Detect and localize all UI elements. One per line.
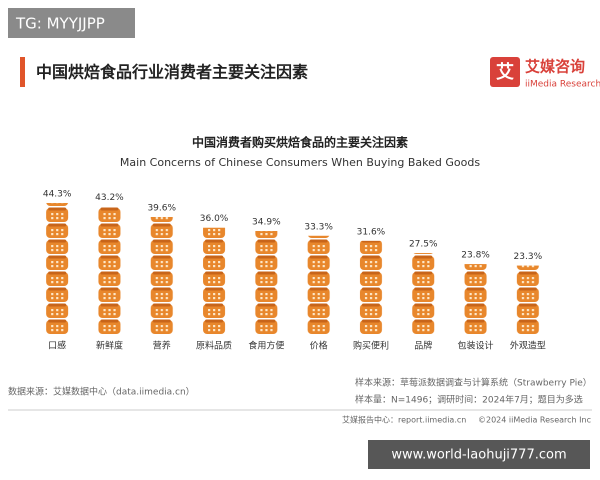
value-label: 34.9% xyxy=(252,217,281,227)
copyright: ©2024 iiMedia Research Inc xyxy=(478,416,591,425)
watermark-bottom-box xyxy=(368,440,590,469)
logo-mark: 艾 xyxy=(496,61,514,83)
category-label: 口感 xyxy=(48,340,66,352)
title-accent xyxy=(20,57,25,87)
logo-name: 艾媒咨询 xyxy=(525,58,585,76)
report-center: 艾媒报告中心：report.iimedia.cn xyxy=(342,415,466,425)
category-label: 包装设计 xyxy=(458,340,494,352)
bar xyxy=(515,265,540,335)
sample-size: 样本量：N=1496；调研时间：2024年7月；题目为多选 xyxy=(355,394,583,406)
value-label: 27.5% xyxy=(409,240,438,250)
watermark-top: TG: MYYJJPP xyxy=(15,15,105,33)
plot: 44.3% 口感 43.2% 新鲜度 39.6% 营养 36.0% 原料品质 34.9% 食用方便… xyxy=(43,189,546,351)
bar xyxy=(358,240,383,335)
bar xyxy=(254,230,279,335)
bar xyxy=(202,227,227,335)
value-label: 31.6% xyxy=(357,227,386,237)
chart-title: 中国消费者购买烘焙食品的主要关注因素 xyxy=(192,135,408,150)
category-label: 新鲜度 xyxy=(96,340,123,352)
value-label: 33.3% xyxy=(304,222,333,232)
logo-sub: iiMedia Research xyxy=(525,80,600,90)
sample-source: 样本来源：草莓派数据调查与计算系统（Strawberry Pie） xyxy=(355,377,592,389)
value-label: 43.2% xyxy=(95,193,124,203)
value-label: 23.8% xyxy=(461,251,490,261)
bar xyxy=(306,235,331,335)
bar xyxy=(463,264,488,335)
bar xyxy=(411,253,436,335)
bar xyxy=(149,216,174,335)
page-title: 中国烘焙食品行业消费者主要关注因素 xyxy=(36,63,308,82)
category-label: 营养 xyxy=(153,340,171,352)
bar xyxy=(45,202,70,335)
value-label: 23.3% xyxy=(514,252,543,262)
value-label: 36.0% xyxy=(200,214,229,224)
value-label: 39.6% xyxy=(147,203,176,213)
chart-subtitle: Main Concerns of Chinese Consumers When … xyxy=(120,156,480,169)
bar xyxy=(97,206,122,335)
category-label: 原料品质 xyxy=(196,340,232,352)
category-label: 价格 xyxy=(310,340,328,352)
logo-box xyxy=(490,57,520,87)
category-label: 外观造型 xyxy=(510,340,546,352)
watermark-bottom: www.world-laohuji777.com xyxy=(391,448,566,463)
category-label: 品牌 xyxy=(414,340,432,352)
value-label: 44.3% xyxy=(43,189,72,199)
watermark-box xyxy=(8,8,135,38)
data-source: 数据来源：艾媒数据中心（data.iimedia.cn） xyxy=(8,386,195,398)
category-label: 购买便利 xyxy=(353,340,389,352)
category-label: 食用方便 xyxy=(248,340,284,352)
